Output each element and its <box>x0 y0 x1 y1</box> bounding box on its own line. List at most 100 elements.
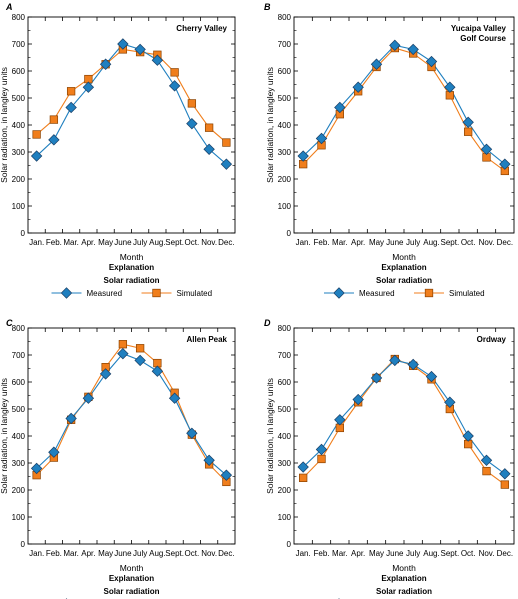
legend-subtitle: Solar radiation <box>103 587 159 596</box>
x-tick-label: Sept. <box>440 238 459 247</box>
y-tick-label: 200 <box>12 486 26 495</box>
y-tick-label: 0 <box>287 229 292 238</box>
x-tick-label: Aug. <box>423 238 439 247</box>
legend-label-simulated: Simulated <box>177 289 213 298</box>
series-line-measured <box>302 359 506 475</box>
data-point-simulated <box>135 344 145 353</box>
y-tick-label: 100 <box>278 202 292 211</box>
x-tick-label: Jan. <box>29 549 44 558</box>
data-point-measured <box>220 158 233 170</box>
legend-label-measured: Measured <box>87 289 123 298</box>
x-tick-label: May <box>369 549 384 558</box>
plot-frame <box>27 16 236 234</box>
series-line-measured <box>302 44 506 165</box>
data-point-measured <box>462 430 474 442</box>
data-point-measured <box>425 55 438 68</box>
series-line-measured <box>36 352 227 476</box>
y-tick-label: 500 <box>278 405 292 414</box>
data-point-measured <box>334 414 346 426</box>
y-axis-title: Solar radiation, in langley units <box>265 67 275 183</box>
x-tick-label: Mar. <box>332 549 348 558</box>
data-point-measured <box>334 101 346 114</box>
y-tick-label: 700 <box>12 351 26 360</box>
y-tick-label: 600 <box>278 378 292 387</box>
data-point-simulated <box>170 68 179 77</box>
y-tick-label: 100 <box>278 513 292 522</box>
data-point-measured <box>425 370 438 383</box>
panel-letter: D <box>264 318 271 328</box>
data-point-simulated <box>66 87 76 96</box>
x-tick-label: June <box>386 549 404 558</box>
data-point-measured <box>220 469 233 481</box>
plot-frame <box>293 16 515 234</box>
data-point-simulated <box>222 138 231 147</box>
x-tick-label: May <box>98 238 113 247</box>
data-point-measured <box>499 468 511 480</box>
series-line-simulated <box>302 358 506 486</box>
data-point-measured <box>297 150 309 162</box>
legend-title: Explanation <box>381 263 426 272</box>
y-tick-label: 500 <box>278 94 292 103</box>
y-tick-label: 0 <box>21 540 26 549</box>
legend-title: Explanation <box>381 574 426 583</box>
legend-marker-measured <box>60 287 73 299</box>
data-point-measured <box>480 143 493 155</box>
data-point-measured <box>134 354 146 367</box>
data-point-measured <box>82 81 95 93</box>
panel-letter: B <box>264 2 271 12</box>
x-tick-label: June <box>386 238 404 247</box>
x-tick-label: Apr. <box>81 549 95 558</box>
data-point-measured <box>480 454 493 466</box>
x-tick-label: Sept. <box>440 549 459 558</box>
data-point-simulated <box>32 130 41 139</box>
x-axis-title: Month <box>392 252 416 262</box>
x-tick-label: July <box>133 238 147 247</box>
x-tick-label: Dec. <box>218 549 234 558</box>
x-tick-label: May <box>369 238 384 247</box>
series-line-measured <box>36 43 227 165</box>
x-tick-label: Sept. <box>165 549 184 558</box>
y-tick-label: 400 <box>278 121 292 130</box>
x-axis-title: Month <box>120 252 144 262</box>
y-tick-label: 200 <box>278 175 292 184</box>
x-tick-label: Dec. <box>218 238 234 247</box>
y-tick-label: 700 <box>278 351 292 360</box>
data-point-measured <box>30 150 43 162</box>
x-tick-label: July <box>406 238 420 247</box>
data-point-measured <box>407 358 419 371</box>
x-tick-label: Feb. <box>313 238 329 247</box>
series-line-simulated <box>302 47 506 172</box>
x-tick-label: Apr. <box>351 238 365 247</box>
legend-marker-simulated <box>152 288 161 298</box>
x-tick-label: Nov. <box>201 549 217 558</box>
x-tick-label: June <box>114 238 132 247</box>
x-tick-label: Feb. <box>46 238 62 247</box>
legend-marker-simulated <box>424 288 434 298</box>
y-tick-label: 400 <box>278 432 292 441</box>
x-tick-label: Jan. <box>296 238 311 247</box>
data-point-measured <box>48 134 60 146</box>
x-tick-label: Dec. <box>497 549 513 558</box>
legend-label-simulated: Simulated <box>449 289 485 298</box>
data-point-measured <box>370 58 383 70</box>
y-tick-label: 300 <box>12 459 26 468</box>
x-tick-label: Sept. <box>165 238 184 247</box>
legend-label-measured: Measured <box>359 289 395 298</box>
data-point-measured <box>315 132 328 145</box>
chart-panel-c: C Allen Peak 0 100 200 300 400 500 600 700 800 Jan.… <box>0 318 236 599</box>
data-point-measured <box>389 39 401 52</box>
data-point-measured <box>65 412 77 425</box>
data-point-measured <box>352 393 364 406</box>
data-point-measured <box>168 392 181 404</box>
x-tick-label: Jan. <box>29 238 44 247</box>
data-point-measured <box>297 461 309 473</box>
panel-letter: A <box>5 2 13 12</box>
y-tick-label: 100 <box>12 513 26 522</box>
y-tick-label: 600 <box>12 378 26 387</box>
x-tick-label: June <box>114 549 132 558</box>
data-point-measured <box>370 372 383 384</box>
x-tick-label: May <box>98 549 113 558</box>
y-tick-label: 800 <box>12 13 26 22</box>
data-point-measured <box>117 38 129 50</box>
